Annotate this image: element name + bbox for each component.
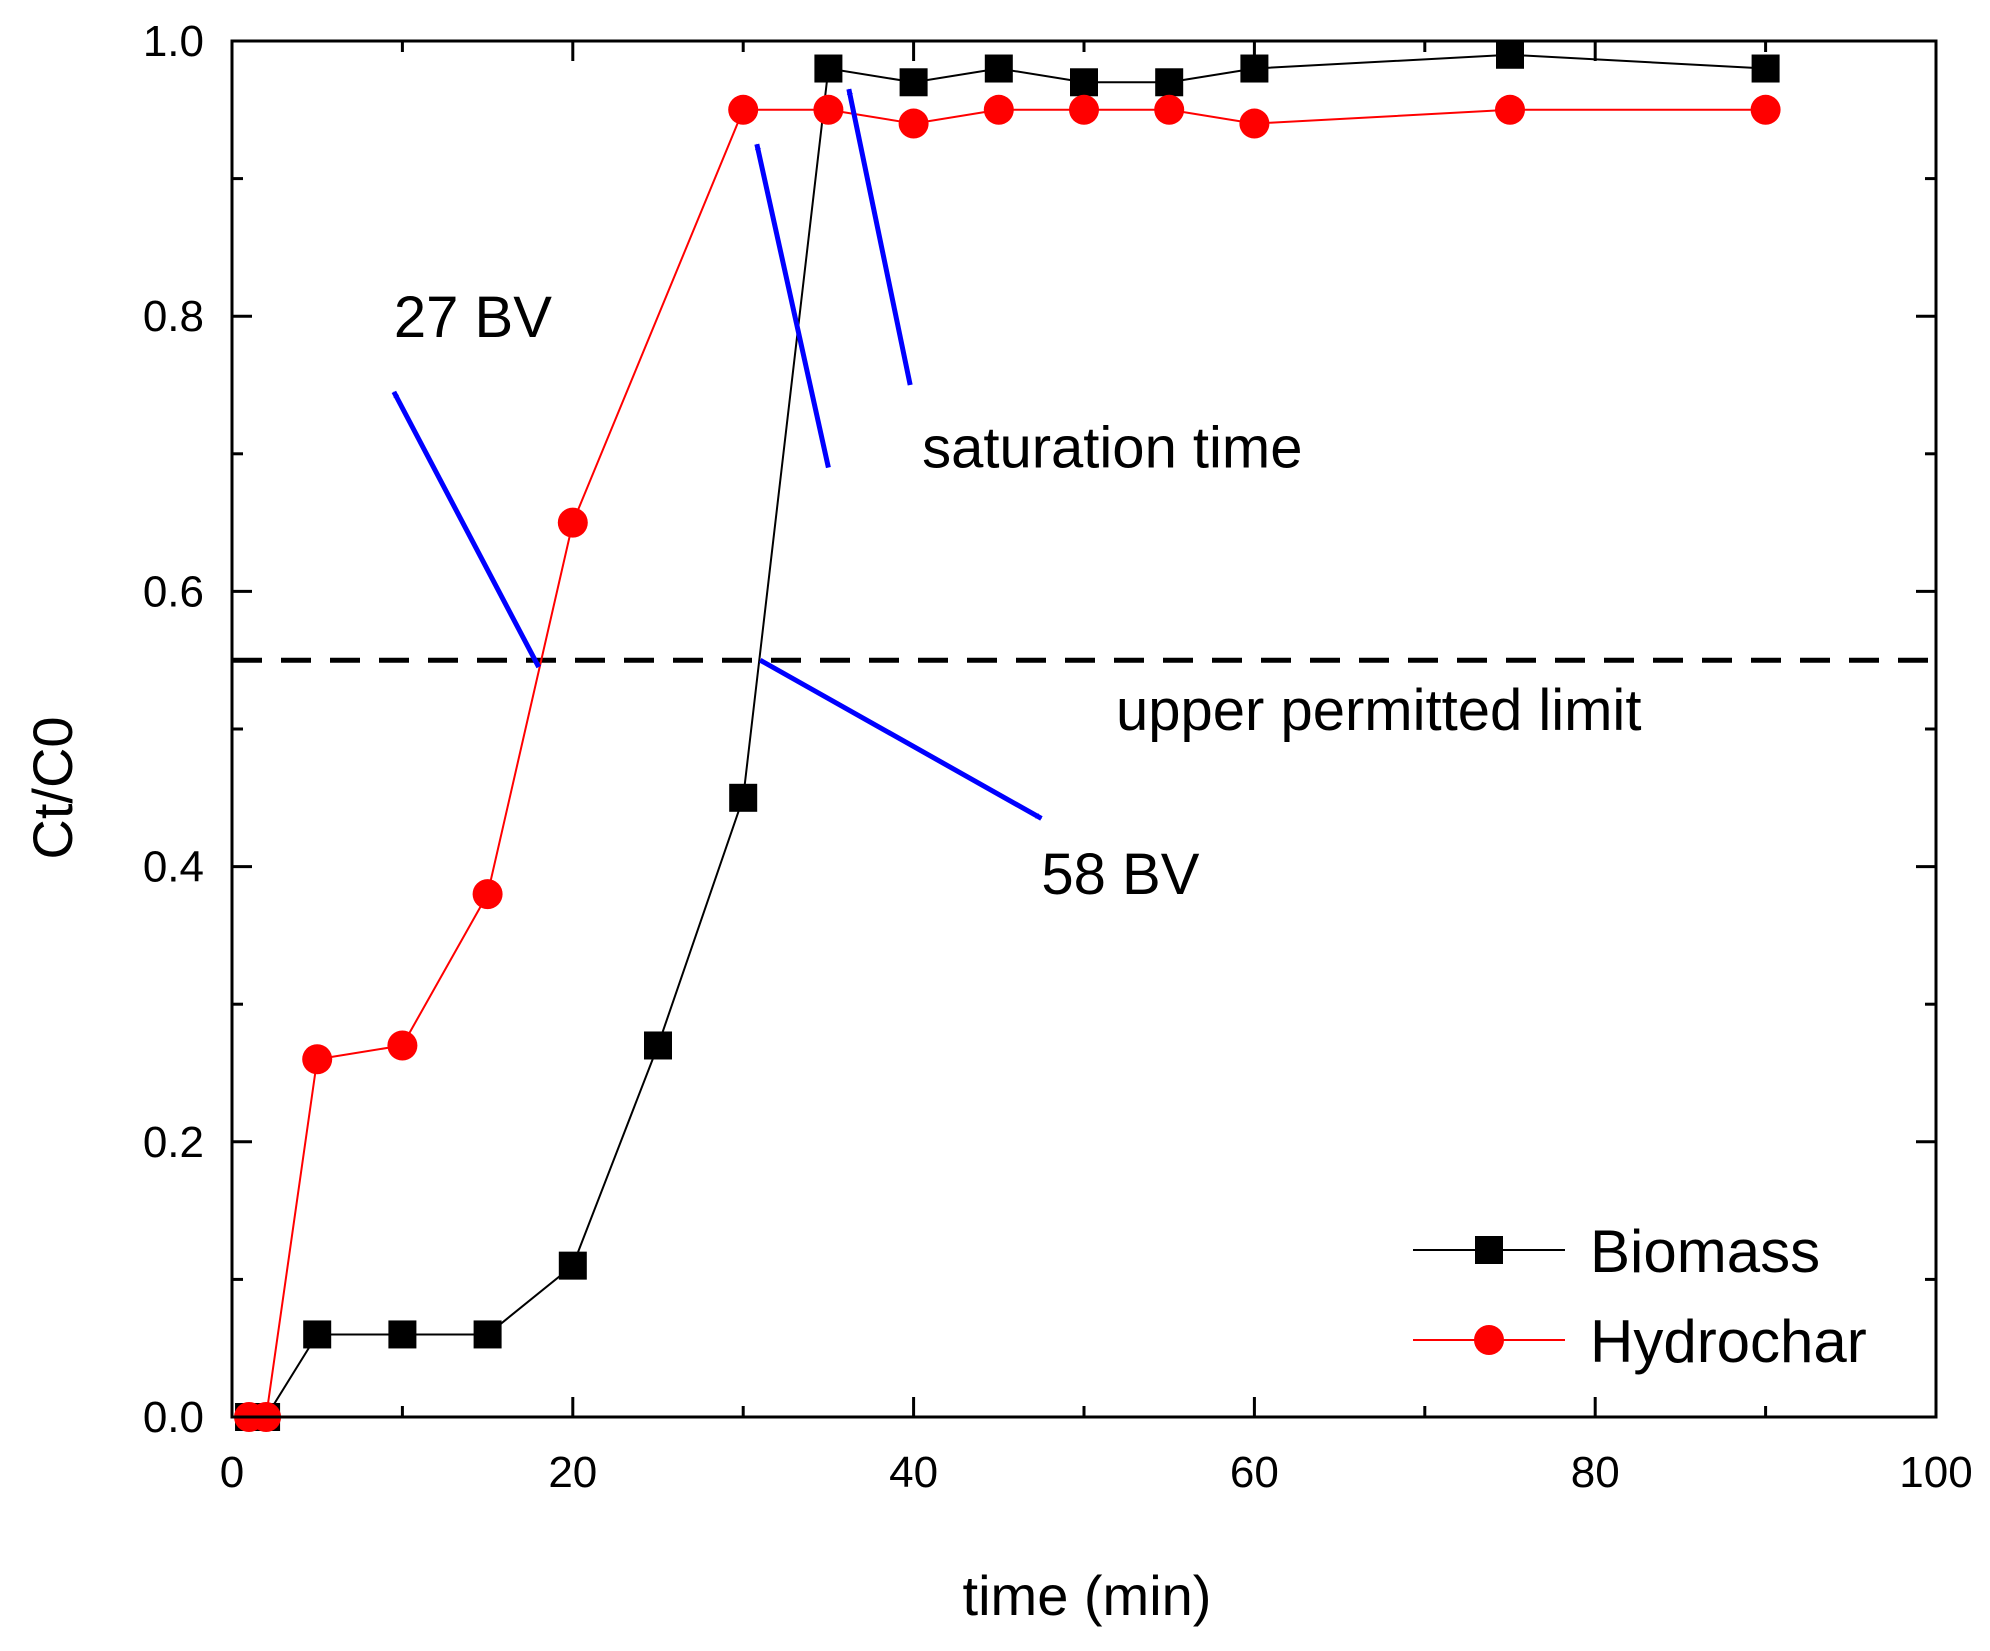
data-point-biomass bbox=[559, 1252, 587, 1280]
data-point-hydrochar bbox=[899, 109, 929, 139]
x-tick-label: 80 bbox=[1571, 1448, 1620, 1497]
data-point-hydrochar bbox=[1239, 109, 1269, 139]
y-tick-label: 0.8 bbox=[143, 292, 204, 341]
data-point-biomass bbox=[474, 1320, 502, 1348]
plot-frame bbox=[232, 41, 1936, 1417]
legend-label-biomass: Biomass bbox=[1590, 1218, 1820, 1285]
data-point-hydrochar bbox=[387, 1030, 417, 1060]
upper-limit-label: upper permitted limit bbox=[1116, 678, 1641, 743]
annotation-58bv-label: 58 BV bbox=[1041, 842, 1199, 907]
y-tick-label: 0.2 bbox=[143, 1118, 204, 1167]
data-point-hydrochar bbox=[473, 879, 503, 909]
data-point-biomass bbox=[1155, 68, 1183, 96]
data-point-biomass bbox=[1240, 55, 1268, 83]
x-axis-title: time (min) bbox=[963, 1564, 1212, 1627]
data-point-biomass bbox=[985, 55, 1013, 83]
y-tick-label: 0.4 bbox=[143, 843, 204, 892]
x-tick-label: 20 bbox=[548, 1448, 597, 1497]
x-tick-label: 60 bbox=[1230, 1448, 1279, 1497]
data-point-biomass bbox=[644, 1031, 672, 1059]
y-tick-label: 0.0 bbox=[143, 1393, 204, 1442]
data-point-hydrochar bbox=[984, 95, 1014, 125]
y-axis-title: Ct/C0 bbox=[21, 716, 84, 859]
legend-marker-biomass bbox=[1475, 1236, 1503, 1264]
annotation-saturation-time-arrow-1 bbox=[757, 144, 829, 467]
annotation-27bv-label: 27 BV bbox=[394, 285, 552, 350]
y-tick-labels: 0.0 0.2 0.4 0.6 0.8 1.0 bbox=[143, 17, 204, 1442]
data-point-biomass bbox=[1752, 55, 1780, 83]
annotation-27bv-arrow bbox=[394, 392, 539, 667]
data-point-biomass bbox=[729, 784, 757, 812]
data-point-hydrochar bbox=[1495, 95, 1525, 125]
y-tick-label: 1.0 bbox=[143, 17, 204, 66]
x-tick-label: 40 bbox=[889, 1448, 938, 1497]
legend-marker-hydrochar bbox=[1474, 1325, 1504, 1355]
chart: 0.0 0.2 0.4 0.6 0.8 1.0 0 20 40 60 80 100 time (mi… bbox=[0, 0, 1990, 1651]
data-point-hydrochar bbox=[302, 1044, 332, 1074]
data-point-hydrochar bbox=[728, 95, 758, 125]
data-point-biomass bbox=[1496, 41, 1524, 69]
data-point-biomass bbox=[900, 68, 928, 96]
data-point-biomass bbox=[814, 55, 842, 83]
annotation-saturation-time-label: saturation time bbox=[922, 416, 1302, 481]
data-point-hydrochar bbox=[1154, 95, 1184, 125]
data-point-biomass bbox=[1070, 68, 1098, 96]
annotation-layer: 27 BV 58 BV saturation time bbox=[394, 89, 1303, 907]
annotation-saturation-time-arrow-2 bbox=[849, 89, 910, 385]
x-tick-label: 100 bbox=[1899, 1448, 1972, 1497]
annotation-58bv-arrow bbox=[760, 660, 1041, 818]
legend: Biomass Hydrochar bbox=[1413, 1218, 1867, 1375]
x-tick-label: 0 bbox=[220, 1448, 244, 1497]
data-point-biomass bbox=[388, 1320, 416, 1348]
data-point-hydrochar bbox=[813, 95, 843, 125]
data-point-hydrochar bbox=[1751, 95, 1781, 125]
data-point-biomass bbox=[303, 1320, 331, 1348]
data-point-hydrochar bbox=[1069, 95, 1099, 125]
axis-ticks bbox=[232, 41, 1936, 1417]
y-tick-label: 0.6 bbox=[143, 567, 204, 616]
x-tick-labels: 0 20 40 60 80 100 bbox=[220, 1448, 1973, 1497]
data-point-hydrochar bbox=[558, 508, 588, 538]
legend-label-hydrochar: Hydrochar bbox=[1590, 1308, 1867, 1375]
